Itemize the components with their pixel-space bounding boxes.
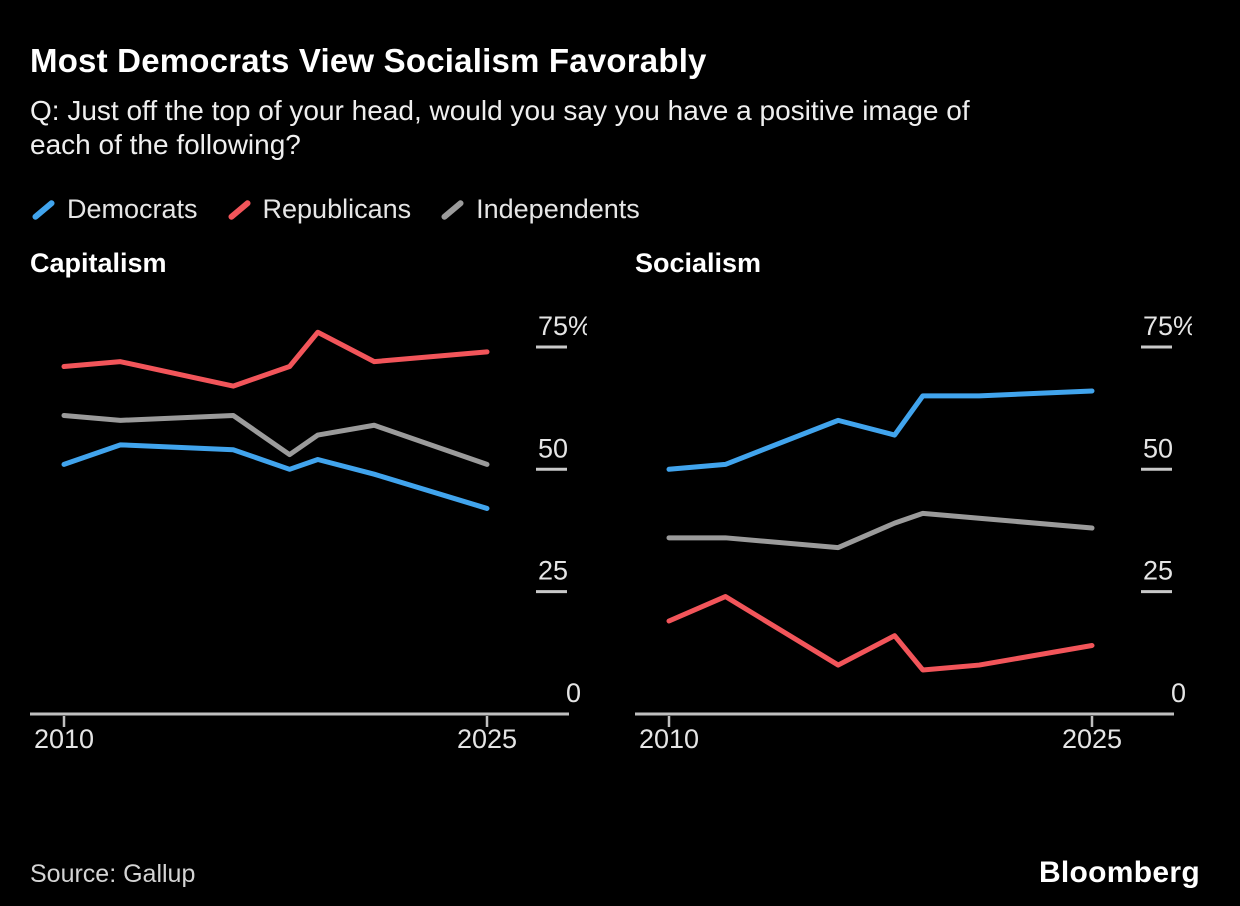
series-line-democrats (61, 441, 490, 511)
footer: Source: Gallup Bloomberg (30, 856, 1200, 890)
socialism-panel-title: Socialism (635, 248, 762, 279)
chart-subtitle-question: Q: Just off the top of your head, would … (30, 94, 970, 161)
source-credit: Source: Gallup (30, 860, 196, 888)
legend-item-democrats: Democrats (30, 194, 198, 225)
series-line-democrats (666, 388, 1095, 472)
legend-label-republicans: Republicans (262, 194, 412, 225)
series-line-independents (61, 412, 490, 467)
democrats-line-swatch-icon (31, 198, 56, 221)
legend: Democrats Republicans Independents (30, 194, 1192, 225)
republicans-line-swatch-icon (226, 198, 252, 221)
legend-item-republicans: Republicans (226, 194, 412, 225)
y-tick-label-25: 25 (538, 555, 568, 585)
socialism-line-chart: 75% 50 25 0 2010 2025 (635, 311, 1192, 754)
independents-line-swatch-icon (440, 198, 465, 221)
series-line-independents (666, 510, 1095, 550)
y-tick-label-0: 0 (566, 678, 581, 708)
charts-row: Capitalism 75% 50 25 0 2010 2025 Socialism 75… (30, 247, 1192, 769)
legend-item-independents: Independents (439, 194, 640, 225)
x-tick-label-2025: 2025 (1062, 724, 1122, 754)
legend-label-independents: Independents (476, 194, 640, 225)
y-tick-label-0: 0 (1171, 678, 1186, 708)
x-tick-label-2010: 2010 (639, 724, 699, 754)
series-line-republicans (61, 329, 490, 389)
capitalism-line-chart: 75% 50 25 0 2010 2025 (30, 311, 587, 754)
x-tick-label-2010: 2010 (34, 724, 94, 754)
bloomberg-logo: Bloomberg (1038, 856, 1200, 889)
socialism-panel: Socialism 75% 50 25 0 2010 2025 (635, 247, 1192, 769)
y-tick-label-50: 50 (538, 433, 568, 463)
x-tick-label-2025: 2025 (457, 724, 517, 754)
capitalism-panel-title: Capitalism (30, 248, 167, 279)
y-tick-label-75: 75% (1143, 311, 1192, 341)
capitalism-panel: Capitalism 75% 50 25 0 2010 2025 (30, 247, 587, 769)
page-title: Most Democrats View Socialism Favorably (30, 42, 707, 79)
legend-label-democrats: Democrats (67, 194, 198, 225)
y-tick-label-50: 50 (1143, 433, 1173, 463)
y-tick-label-25: 25 (1143, 555, 1173, 585)
series-line-republicans (666, 593, 1095, 673)
y-tick-label-75: 75% (538, 311, 587, 341)
